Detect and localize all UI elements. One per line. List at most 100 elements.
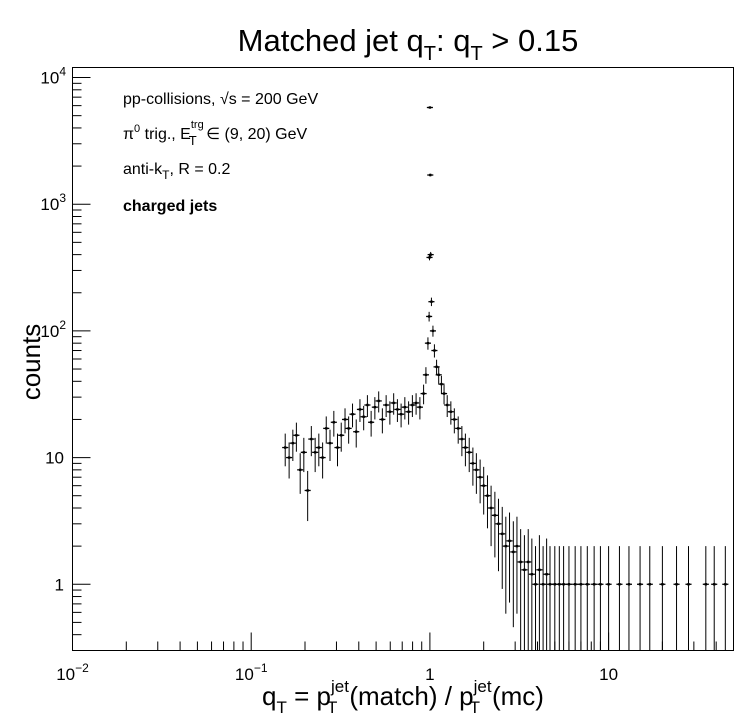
data-point xyxy=(702,546,709,651)
data-point xyxy=(297,453,304,494)
data-point xyxy=(597,546,604,651)
data-point xyxy=(304,470,311,522)
data-point xyxy=(480,466,487,515)
data-point xyxy=(605,546,612,651)
data-point xyxy=(319,442,326,479)
data-series xyxy=(282,106,729,651)
data-point xyxy=(722,546,729,651)
data-point xyxy=(394,399,401,422)
data-point xyxy=(390,393,397,415)
data-point xyxy=(473,453,480,494)
data-point xyxy=(572,546,579,651)
annotation-trigger-b: ∈ (9, 20) GeV xyxy=(202,126,308,143)
annotation-algorithm-b: , R = 0.2 xyxy=(169,161,230,178)
data-point xyxy=(312,437,319,473)
data-point xyxy=(521,535,528,651)
data-point xyxy=(477,459,484,504)
data-point xyxy=(435,367,442,384)
xlabel-q: q xyxy=(262,681,276,711)
xlabel-match: (match) / p xyxy=(349,681,473,711)
title-part-mid: : q xyxy=(436,23,470,58)
data-point xyxy=(330,410,337,437)
data-point xyxy=(584,546,591,651)
data-point xyxy=(353,419,360,448)
x-tick-label: 10−1 xyxy=(235,661,268,684)
y-axis-label: counts xyxy=(16,324,46,401)
annotation-trigger-a: trig., E xyxy=(140,126,191,143)
data-point xyxy=(565,546,572,651)
data-point xyxy=(349,403,356,428)
xlabel-sup-2: jet xyxy=(473,677,492,696)
title-part-tail: > 0.15 xyxy=(483,23,579,58)
x-tick-label: 10 xyxy=(599,665,618,684)
data-point xyxy=(323,416,330,444)
data-point xyxy=(345,416,352,444)
data-point xyxy=(426,311,433,322)
annotation-collisions-b: = 200 GeV xyxy=(237,91,319,108)
annotation-algorithm-a: anti-k xyxy=(123,161,163,178)
data-point xyxy=(577,546,584,651)
annotation-charged-jets: charged jets xyxy=(123,198,217,215)
data-point xyxy=(491,491,498,558)
data-point xyxy=(300,437,307,473)
data-point xyxy=(428,297,435,307)
data-point xyxy=(401,397,408,420)
data-point xyxy=(447,401,454,425)
data-point xyxy=(422,367,429,384)
annotation-collisions: pp-collisions, √s = 200 GeV xyxy=(123,91,318,108)
data-point xyxy=(433,359,440,376)
data-point xyxy=(711,546,718,651)
data-point xyxy=(398,403,405,428)
data-point xyxy=(458,426,465,457)
title-sub-2: T xyxy=(470,43,482,65)
data-point xyxy=(591,546,598,651)
y-tick-label: 103 xyxy=(40,191,66,214)
data-point xyxy=(444,395,451,418)
data-point xyxy=(383,395,390,418)
data-point xyxy=(438,375,445,394)
data-point xyxy=(371,397,378,420)
data-point xyxy=(543,538,550,651)
data-point xyxy=(286,442,293,479)
xlabel-sup-1: jet xyxy=(330,677,349,696)
data-point xyxy=(405,401,412,425)
data-point xyxy=(488,485,495,547)
annotation-pi-zero: 0 xyxy=(134,123,140,135)
data-point xyxy=(416,397,423,420)
data-point xyxy=(386,401,393,425)
data-point xyxy=(484,475,491,529)
data-point xyxy=(368,410,375,437)
title-part-main: Matched jet q xyxy=(238,23,424,58)
data-point xyxy=(426,106,433,109)
data-point xyxy=(525,529,532,651)
data-point xyxy=(334,433,341,467)
data-point xyxy=(451,408,458,434)
data-point xyxy=(625,546,633,651)
data-point xyxy=(379,408,386,434)
x-axis-label: qT = pjet T (match) / pjet T (mc) xyxy=(262,677,544,717)
data-point xyxy=(282,433,289,467)
data-point xyxy=(540,546,547,651)
data-point xyxy=(431,344,438,358)
data-point xyxy=(517,529,524,651)
data-point xyxy=(532,546,539,651)
y-axis xyxy=(72,77,91,651)
data-point xyxy=(360,405,367,431)
title-sub-1: T xyxy=(424,43,436,65)
y-tick-label: 10 xyxy=(45,449,64,468)
data-point xyxy=(499,506,506,589)
data-point xyxy=(659,546,666,651)
data-point xyxy=(315,433,322,467)
data-point xyxy=(528,538,535,651)
data-point xyxy=(546,546,554,651)
data-point xyxy=(364,395,371,418)
data-point xyxy=(308,426,315,457)
data-point xyxy=(466,437,473,473)
data-point xyxy=(420,384,427,405)
xlabel-sub-3: T xyxy=(470,698,480,717)
data-point xyxy=(326,429,334,462)
annotation-algorithm-sub: T xyxy=(162,168,170,182)
data-point xyxy=(375,391,382,413)
chart-title: Matched jet qT: qT > 0.15 xyxy=(238,23,579,65)
